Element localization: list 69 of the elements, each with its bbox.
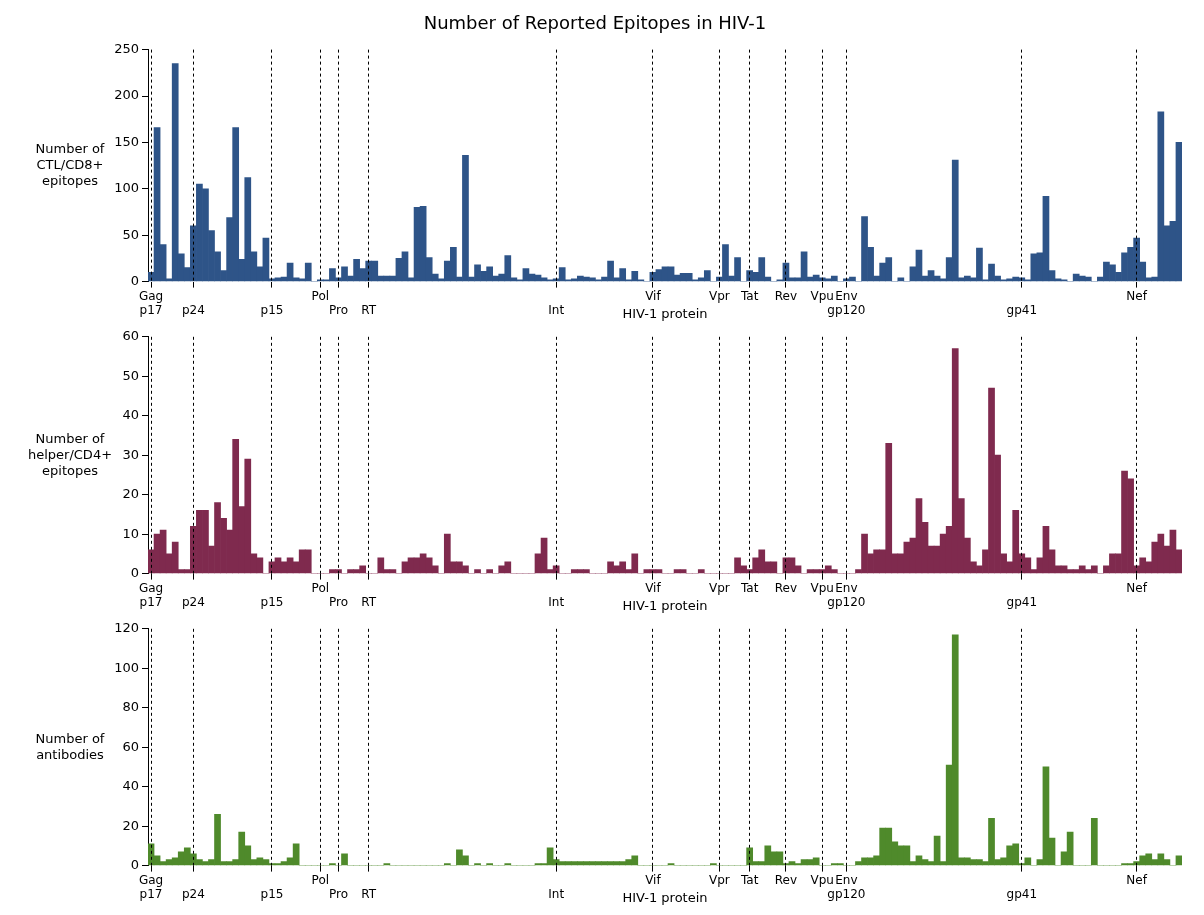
x-tick-label: Int: [548, 595, 565, 610]
x-tick-label: Pol: [311, 872, 330, 887]
x-tick-label: Pol: [311, 288, 330, 303]
x-tick-label: gp41: [1006, 303, 1038, 318]
x-tick-label: RT: [361, 303, 377, 318]
y-tick-label: 100: [114, 180, 139, 196]
y-tick-label: 80: [122, 699, 139, 715]
x-axis-title: HIV-1 protein: [622, 889, 708, 905]
x-axis-title: HIV-1 protein: [622, 305, 708, 321]
y-tick-label: 40: [122, 778, 139, 794]
x-tick-label: Vpr: [709, 580, 730, 595]
x-tick-label: Vpu: [810, 288, 834, 303]
y-tick-label: 60: [122, 328, 139, 344]
x-tick-label: Gag p17: [138, 872, 164, 902]
x-tick-label: Gag p17: [138, 580, 164, 610]
x-tick-label: Pol: [311, 580, 330, 595]
x-tick-label: Rev: [774, 872, 798, 887]
x-tick-label: p15: [260, 303, 284, 318]
y-tick-label: 50: [122, 226, 139, 242]
x-tick-label: p15: [260, 887, 284, 902]
x-tick-label: p24: [181, 303, 205, 318]
y-tick-label: 60: [122, 738, 139, 754]
y-tick-label: 150: [114, 133, 139, 149]
y-tick-label: 200: [114, 87, 139, 103]
x-tick-label: Int: [548, 303, 565, 318]
x-tick-label: Pro: [328, 595, 348, 610]
y-tick-label: 0: [130, 272, 139, 288]
x-tick-label: Gag p17: [138, 288, 164, 318]
x-tick-label: gp41: [1006, 595, 1038, 610]
y-tick-label: 120: [114, 620, 139, 636]
x-tick-label: Vif: [645, 580, 662, 595]
y-tick-label: 20: [122, 486, 139, 502]
y-axis-title: Number of helper/CD4+ epitopes: [27, 430, 113, 478]
x-tick-label: Vpr: [709, 872, 730, 887]
x-tick-label: p24: [181, 595, 205, 610]
x-tick-label: Pro: [328, 887, 348, 902]
x-tick-label: Vpu: [810, 580, 834, 595]
x-tick-label: Nef: [1126, 872, 1148, 887]
x-tick-label: Rev: [774, 288, 798, 303]
y-axis-title: Number of antibodies: [35, 730, 105, 762]
x-tick-label: Pro: [328, 303, 348, 318]
y-tick-label: 0: [130, 856, 139, 872]
y-tick-label: 50: [122, 367, 139, 383]
y-axis-title: Number of CTL/CD8+ epitopes: [35, 140, 105, 188]
y-tick-label: 40: [122, 407, 139, 423]
chart-title: Number of Reported Epitopes in HIV-1: [423, 12, 767, 34]
x-tick-label: Tat: [739, 288, 759, 303]
y-tick-label: 20: [122, 817, 139, 833]
x-tick-label: Vif: [645, 288, 662, 303]
x-tick-label: Vif: [645, 872, 662, 887]
x-tick-label: gp41: [1006, 887, 1038, 902]
x-tick-label: Tat: [739, 872, 759, 887]
x-tick-label: Vpr: [709, 288, 730, 303]
x-tick-label: RT: [361, 595, 377, 610]
y-tick-label: 250: [114, 40, 139, 56]
x-axis-title: HIV-1 protein: [622, 597, 708, 613]
x-tick-label: p24: [181, 887, 205, 902]
y-tick-label: 10: [122, 525, 139, 541]
y-tick-label: 30: [122, 446, 139, 462]
x-tick-label: p15: [260, 595, 284, 610]
x-tick-label: Rev: [774, 580, 798, 595]
x-tick-label: Nef: [1126, 288, 1148, 303]
x-tick-label: RT: [361, 887, 377, 902]
y-tick-label: 0: [130, 564, 139, 580]
x-tick-label: Vpu: [810, 872, 834, 887]
x-tick-label: Nef: [1126, 580, 1148, 595]
x-tick-label: Tat: [739, 580, 759, 595]
y-tick-label: 100: [114, 659, 139, 675]
x-tick-label: Int: [548, 887, 565, 902]
